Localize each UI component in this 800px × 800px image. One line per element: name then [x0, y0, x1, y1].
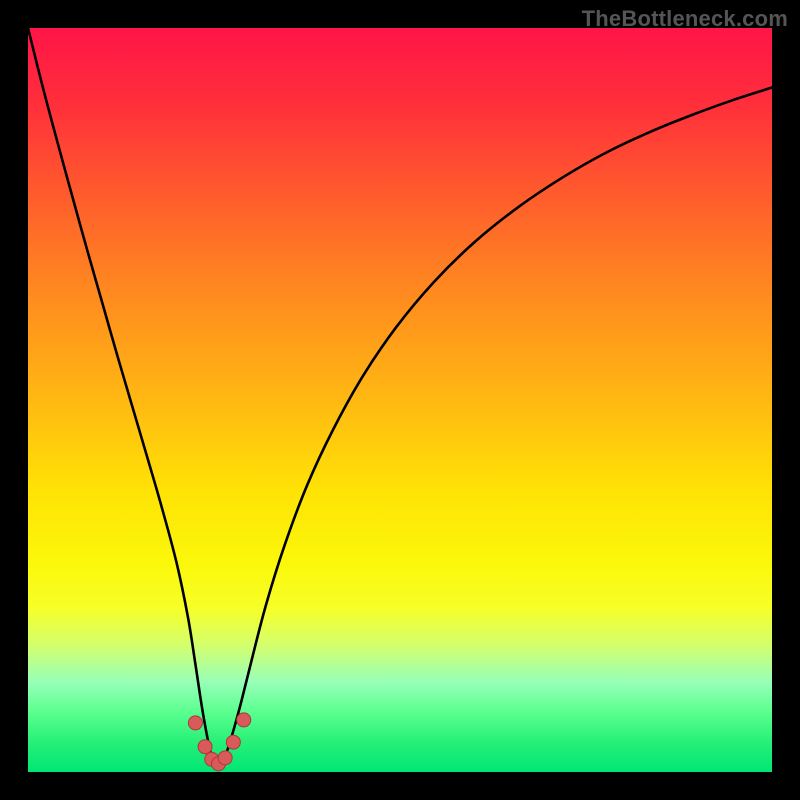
- marker-point: [198, 740, 212, 754]
- marker-point: [188, 716, 202, 730]
- marker-point: [237, 713, 251, 727]
- marker-point: [226, 735, 240, 749]
- plot-frame: [28, 28, 772, 772]
- marker-point: [218, 751, 232, 765]
- chart-container: TheBottleneck.com: [0, 0, 800, 800]
- watermark-text: TheBottleneck.com: [582, 6, 788, 32]
- bottleneck-markers: [28, 28, 772, 772]
